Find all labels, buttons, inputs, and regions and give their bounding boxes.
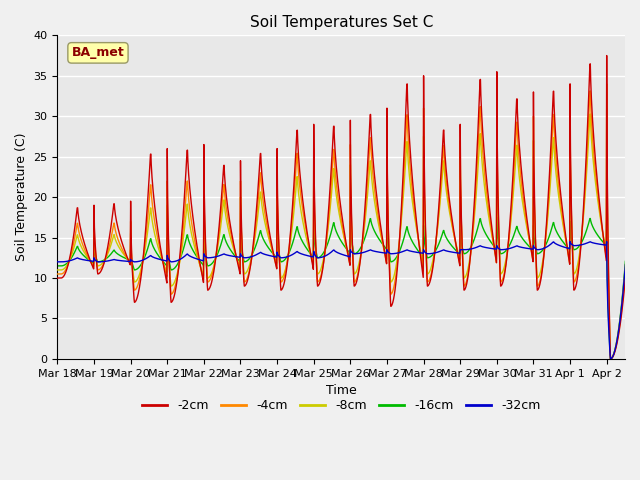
Y-axis label: Soil Temperature (C): Soil Temperature (C) bbox=[15, 133, 28, 262]
X-axis label: Time: Time bbox=[326, 384, 356, 397]
Title: Soil Temperatures Set C: Soil Temperatures Set C bbox=[250, 15, 433, 30]
Text: BA_met: BA_met bbox=[72, 47, 124, 60]
Legend: -2cm, -4cm, -8cm, -16cm, -32cm: -2cm, -4cm, -8cm, -16cm, -32cm bbox=[137, 395, 545, 418]
